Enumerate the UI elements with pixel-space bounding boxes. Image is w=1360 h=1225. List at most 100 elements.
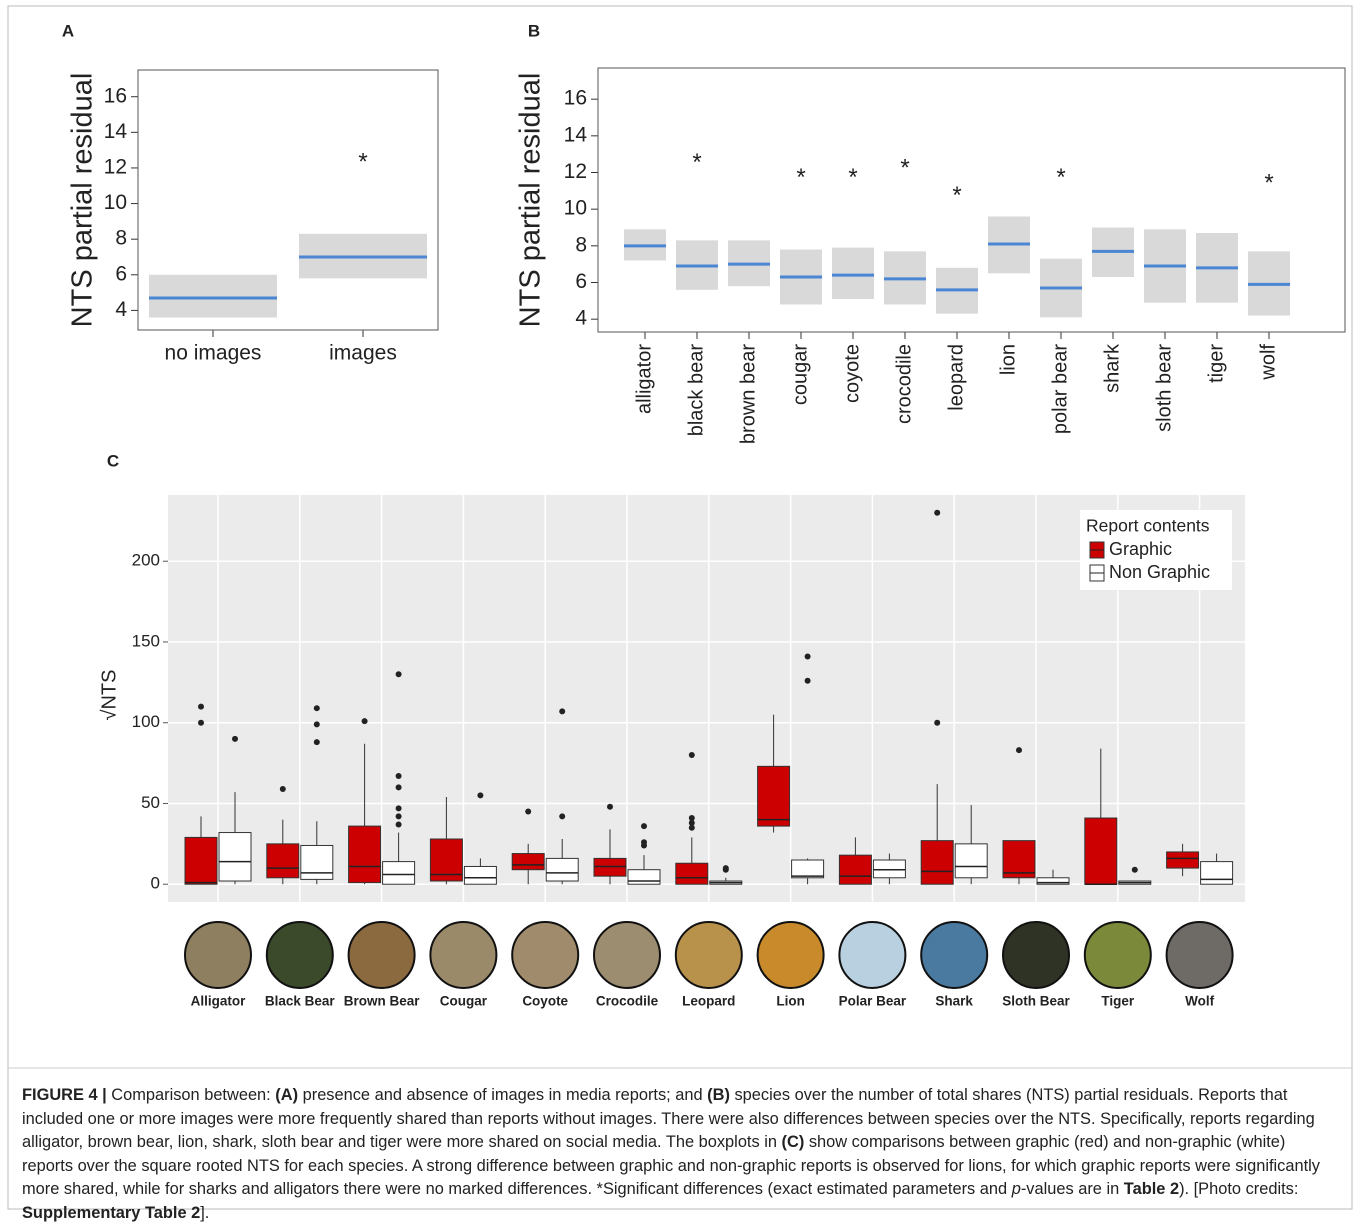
box bbox=[838, 854, 872, 885]
species-photo bbox=[1165, 921, 1234, 989]
y-axis-title: √NTS bbox=[98, 670, 120, 721]
significance-marker: * bbox=[1056, 164, 1065, 191]
x-tick-label: sloth bear bbox=[1153, 344, 1175, 432]
outlier bbox=[525, 808, 532, 815]
x-tick-label: Crocodile bbox=[596, 994, 659, 1009]
x-tick-label: Leopard bbox=[682, 994, 735, 1009]
x-tick-label: Sloth Bear bbox=[1002, 994, 1070, 1009]
caption: FIGURE 4 | Comparison between: (A) prese… bbox=[22, 1084, 1340, 1225]
x-tick-label: black bear bbox=[685, 344, 707, 437]
outlier bbox=[361, 718, 368, 725]
box bbox=[593, 857, 627, 877]
outlier bbox=[198, 719, 204, 726]
significance-marker: * bbox=[848, 164, 857, 191]
species-photo bbox=[920, 921, 989, 989]
outlier bbox=[477, 792, 484, 799]
species-photo bbox=[674, 921, 743, 989]
outlier bbox=[934, 509, 941, 516]
caption-text: FIGURE 4 | bbox=[22, 1086, 107, 1104]
x-tick-label: Cougar bbox=[440, 994, 488, 1009]
box bbox=[1084, 817, 1118, 885]
x-tick-label: shark bbox=[1101, 343, 1123, 393]
box bbox=[218, 832, 252, 882]
box bbox=[511, 853, 545, 871]
box bbox=[348, 825, 382, 884]
box bbox=[545, 857, 579, 882]
significance-marker: * bbox=[692, 149, 701, 176]
x-tick-label: leopard bbox=[945, 344, 967, 411]
y-tick-label: 14 bbox=[564, 123, 588, 146]
y-tick-label: 8 bbox=[575, 233, 587, 256]
outlier bbox=[804, 653, 811, 660]
box bbox=[382, 861, 416, 885]
y-tick-label: 14 bbox=[104, 120, 128, 143]
outlier bbox=[395, 784, 402, 791]
y-tick-label: 10 bbox=[564, 197, 587, 220]
outlier bbox=[395, 805, 402, 812]
x-tick-label: wolf bbox=[1257, 344, 1279, 381]
panel-label: A bbox=[62, 21, 74, 40]
x-tick-label: images bbox=[329, 342, 397, 365]
significance-marker: * bbox=[900, 155, 909, 182]
x-tick-label: crocodile bbox=[893, 344, 915, 424]
species-photo bbox=[265, 921, 334, 989]
outlier bbox=[232, 735, 238, 742]
outlier bbox=[395, 773, 402, 780]
box bbox=[920, 840, 954, 885]
panel-label: B bbox=[528, 21, 540, 40]
outlier bbox=[688, 824, 695, 831]
outlier bbox=[313, 705, 320, 712]
box bbox=[757, 765, 791, 827]
species-photo bbox=[1083, 921, 1152, 989]
x-tick-label: alligator bbox=[633, 344, 655, 414]
outlier bbox=[279, 785, 286, 792]
y-tick-label: 12 bbox=[104, 155, 127, 178]
x-tick-label: Wolf bbox=[1185, 994, 1214, 1009]
x-tick-label: Brown Bear bbox=[344, 994, 421, 1009]
caption-text: Supplementary Table 2 bbox=[22, 1203, 201, 1222]
y-axis-title: NTS partial residual bbox=[67, 73, 99, 328]
legend-label: Non Graphic bbox=[1109, 562, 1210, 582]
box bbox=[627, 869, 661, 885]
y-tick-label: 16 bbox=[564, 87, 587, 110]
legend-label: Graphic bbox=[1109, 539, 1172, 559]
caption-text: ). [Photo credits: bbox=[1179, 1180, 1299, 1198]
species-photo bbox=[838, 921, 907, 989]
y-tick-label: 6 bbox=[115, 262, 127, 285]
significance-marker: * bbox=[952, 182, 961, 209]
x-tick-label: cougar bbox=[789, 344, 811, 405]
box bbox=[791, 859, 825, 879]
species-photo bbox=[593, 921, 661, 989]
box bbox=[675, 862, 709, 885]
species-photo bbox=[511, 921, 580, 989]
x-tick-label: Lion bbox=[776, 994, 805, 1009]
caption-text: species over the number of total shares … bbox=[22, 1086, 1315, 1151]
x-tick-label: Alligator bbox=[191, 994, 246, 1009]
box bbox=[463, 865, 497, 885]
outlier bbox=[722, 865, 729, 872]
box bbox=[300, 844, 334, 880]
y-tick-label: 50 bbox=[141, 793, 160, 812]
y-tick-label: 16 bbox=[104, 84, 127, 107]
outlier bbox=[395, 821, 402, 828]
x-tick-label: Coyote bbox=[522, 994, 568, 1009]
outlier bbox=[395, 813, 402, 820]
caption-text: (B) bbox=[707, 1086, 730, 1104]
plot-panel bbox=[168, 495, 1245, 902]
box bbox=[954, 843, 988, 879]
caption-text: show comparisons between graphic (red) a… bbox=[22, 1133, 1320, 1198]
outlier bbox=[641, 839, 647, 846]
caption-text: ]. bbox=[200, 1203, 210, 1222]
box bbox=[1002, 840, 1036, 879]
x-tick-label: no images bbox=[165, 342, 262, 365]
outlier bbox=[313, 739, 320, 746]
caption-text: Comparison between: bbox=[106, 1086, 276, 1104]
species-photo bbox=[184, 921, 252, 989]
box bbox=[184, 836, 218, 885]
y-tick-label: 200 bbox=[132, 551, 160, 570]
y-tick-label: 4 bbox=[115, 298, 127, 321]
y-tick-label: 6 bbox=[575, 270, 587, 293]
outlier bbox=[1016, 747, 1022, 754]
box bbox=[872, 859, 906, 879]
